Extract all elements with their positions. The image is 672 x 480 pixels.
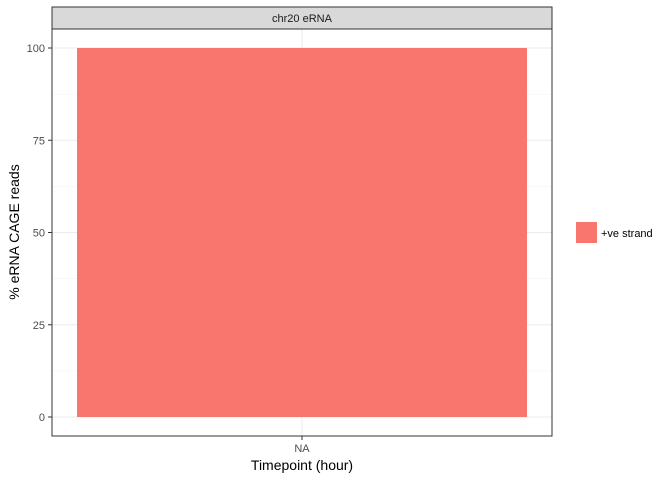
y-tick-label: 75 — [33, 135, 45, 147]
legend: +ve strand — [576, 222, 653, 243]
x-axis-title: Timepoint (hour) — [251, 457, 353, 473]
legend-label: +ve strand — [601, 228, 653, 240]
y-tick-label: 50 — [33, 228, 45, 240]
y-tick-label: 0 — [39, 412, 45, 424]
x-axis-ticks: NA — [294, 436, 310, 455]
y-tick-label: 25 — [33, 320, 45, 332]
bar — [77, 48, 527, 417]
y-axis-ticks: 0 25 50 75 100 — [27, 43, 52, 424]
facet-strip-label: chr20 eRNA — [272, 13, 333, 25]
y-tick-label: 100 — [27, 43, 45, 55]
legend-key — [576, 222, 597, 243]
x-tick-label: NA — [294, 443, 310, 455]
y-axis-title: % eRNA CAGE reads — [6, 164, 22, 299]
bars — [77, 48, 527, 417]
